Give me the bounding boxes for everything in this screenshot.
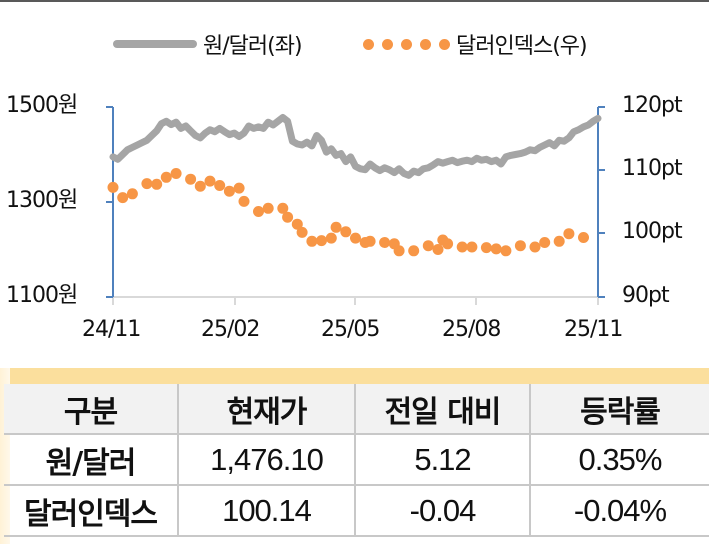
table-row: 원/달러 1,476.10 5.12 0.35%: [4, 433, 709, 486]
dollar-index-point: [141, 178, 153, 190]
krw-usd-line: [109, 114, 602, 179]
dollar-index-point: [151, 178, 163, 190]
header-price: 현재가: [177, 384, 356, 435]
header-rate: 등락률: [529, 384, 709, 435]
top-border: [0, 0, 709, 2]
dollar-index-point: [214, 180, 226, 191]
right-tick-120: 120pt: [622, 93, 683, 118]
left-axis: [106, 106, 114, 298]
dollar-index-point: [500, 245, 512, 257]
right-axis: [597, 106, 605, 298]
dollar-index-point: [160, 171, 172, 183]
dollar-index-point: [223, 185, 235, 197]
dollar-index-point: [253, 206, 264, 217]
dollar-index-point: [233, 182, 245, 194]
dollar-index-point: [578, 232, 589, 243]
krw-change: 5.12: [354, 433, 531, 486]
dollar-index-point: [514, 240, 526, 252]
dollar-index-point: [490, 243, 502, 255]
dollar-index-point: [480, 242, 492, 254]
krw-price: 1,476.10: [177, 433, 356, 486]
row-label-dxy: 달러인덱스: [4, 484, 179, 537]
quote-table: 구분 현재가 전일 대비 등락률 원/달러 1,476.10 5.12 0.35…: [4, 384, 709, 537]
table-header-row: 구분 현재가 전일 대비 등락률: [4, 384, 709, 435]
left-tick-1300: 1300원: [6, 188, 78, 213]
dollar-index-point: [316, 235, 327, 247]
dollar-index-point: [325, 232, 337, 244]
dollar-index-point: [262, 202, 274, 214]
dollar-index-point: [185, 173, 197, 185]
dollar-index-point: [364, 235, 376, 247]
x-tick-2508: 25/08: [442, 317, 501, 342]
x-axis-ticks: [112, 297, 599, 305]
dollar-index-point: [126, 188, 138, 200]
dxy-change: -0.04: [354, 484, 531, 537]
left-tick-1100: 1100원: [6, 283, 78, 308]
x-tick-2502: 25/02: [201, 317, 260, 342]
dollar-index-point: [422, 240, 434, 252]
dollar-index-point: [194, 180, 206, 192]
x-tick-2411: 24/11: [82, 317, 141, 342]
dollar-index-point: [408, 245, 420, 257]
legend-label-krw: 원/달러(좌): [203, 34, 303, 59]
dollar-index-point: [117, 192, 129, 204]
dxy-rate: -0.04%: [529, 484, 709, 537]
dollar-index-point: [170, 168, 182, 179]
dollar-index-point: [393, 245, 405, 257]
dollar-index-point: [539, 237, 551, 248]
dollar-index-point: [466, 241, 478, 253]
dollar-index-point: [107, 181, 119, 193]
dollar-index-point: [432, 244, 444, 255]
x-tick-2511: 25/11: [564, 317, 623, 342]
dollar-index-dots: [107, 168, 589, 257]
dollar-index-point: [529, 241, 541, 253]
header-change: 전일 대비: [354, 384, 531, 435]
right-tick-90: 90pt: [622, 283, 670, 308]
header-category: 구분: [4, 384, 179, 435]
dollar-index-point: [291, 218, 303, 230]
dollar-index-point: [238, 195, 250, 207]
dollar-index-point: [456, 241, 468, 253]
left-tick-1500: 1500원: [6, 93, 78, 118]
right-tick-110: 110pt: [622, 156, 683, 181]
legend-item-krw: 원/달러(좌): [113, 26, 303, 62]
x-tick-2505: 25/05: [321, 317, 380, 342]
right-tick-100: 100pt: [622, 219, 683, 244]
dollar-index-point: [296, 226, 308, 238]
row-label-krw: 원/달러: [4, 433, 179, 486]
dollar-index-point: [277, 202, 289, 214]
legend-line-swatch-icon: [113, 40, 197, 48]
krw-rate: 0.35%: [529, 433, 709, 486]
dollar-index-point: [340, 226, 352, 238]
dollar-index-point: [379, 237, 391, 248]
dollar-index-point: [553, 235, 565, 247]
table-row: 달러인덱스 100.14 -0.04 -0.04%: [4, 484, 709, 537]
legend-item-dxy: 달러인덱스(우): [363, 26, 588, 62]
dollar-index-point: [204, 175, 216, 187]
quote-table-section: 구분 현재가 전일 대비 등락률 원/달러 1,476.10 5.12 0.35…: [0, 366, 709, 544]
dxy-price: 100.14: [177, 484, 356, 537]
dollar-index-point: [282, 211, 294, 223]
table-top-band: [10, 368, 709, 384]
dollar-index-point: [442, 238, 454, 250]
dollar-index-point: [350, 232, 361, 244]
legend-dots-swatch-icon: [363, 38, 450, 50]
legend-label-dxy: 달러인덱스(우): [456, 34, 588, 59]
dollar-index-point: [330, 221, 342, 233]
dollar-index-point: [563, 228, 575, 240]
dollar-index-point: [306, 235, 318, 247]
chart-legend: 원/달러(좌) 달러인덱스(우): [0, 26, 709, 62]
chart-plot: [106, 106, 605, 305]
